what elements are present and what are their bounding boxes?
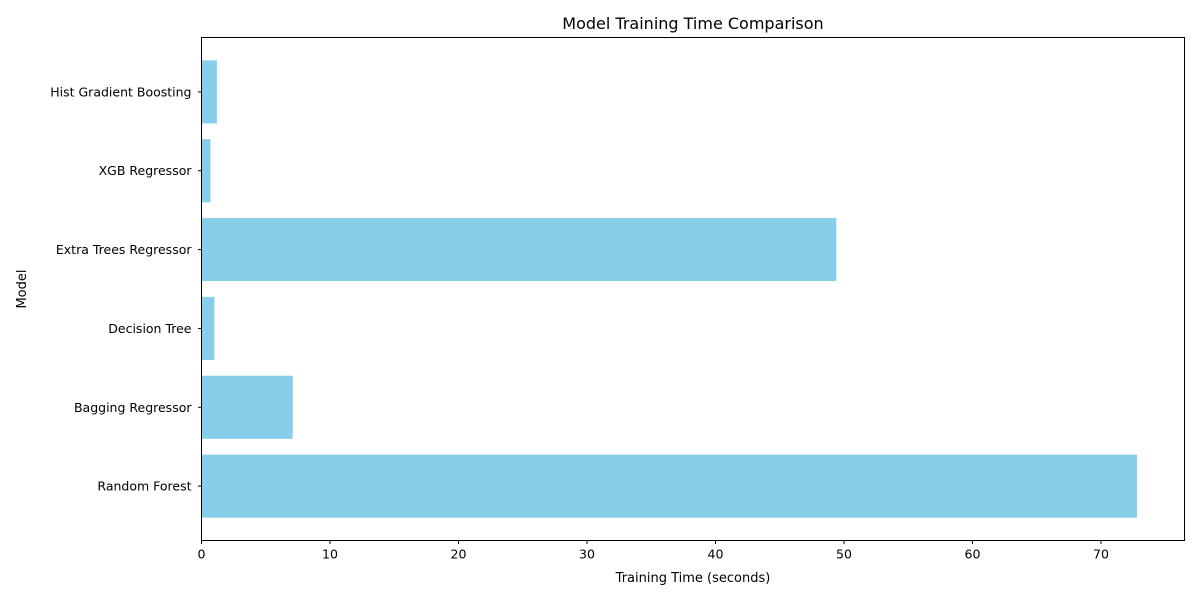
bar-bagging-regressor	[201, 375, 293, 439]
y-tick-label: Hist Gradient Boosting	[50, 84, 191, 99]
bar-extra-trees-regressor	[201, 218, 837, 282]
x-tick-label: 0	[198, 547, 206, 562]
x-axis-label: Training Time (seconds)	[615, 571, 771, 586]
chart-title: Model Training Time Comparison	[562, 14, 823, 33]
y-ticks-group: Random Forest Bagging Regressor Decision T…	[50, 84, 202, 494]
bar-hist-gradient-boosting	[201, 60, 217, 124]
x-tick-label: 10	[322, 547, 338, 562]
x-tick-label: 30	[579, 547, 595, 562]
x-tick-label: 50	[836, 547, 852, 562]
plot-frame	[201, 37, 1185, 541]
y-tick-label: XGB Regressor	[99, 163, 193, 178]
x-ticks-group: 0 10 20 30 40 50 60 70	[198, 540, 1109, 562]
bars-group	[201, 60, 1137, 518]
y-tick-label: Random Forest	[97, 479, 191, 494]
y-tick-label: Decision Tree	[108, 321, 192, 336]
bar-decision-tree	[201, 296, 215, 360]
y-tick-label: Bagging Regressor	[74, 400, 192, 415]
x-tick-label: 70	[1093, 547, 1109, 562]
y-tick-label: Extra Trees Regressor	[56, 242, 192, 257]
x-tick-label: 40	[708, 547, 724, 562]
bar-xgb-regressor	[201, 139, 211, 203]
bar-random-forest	[201, 454, 1137, 518]
x-tick-label: 60	[965, 547, 981, 562]
x-tick-label: 20	[451, 547, 467, 562]
y-axis-label: Model	[15, 269, 30, 308]
